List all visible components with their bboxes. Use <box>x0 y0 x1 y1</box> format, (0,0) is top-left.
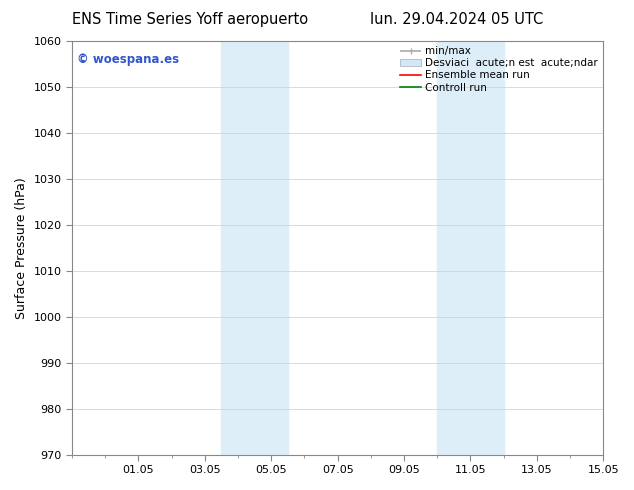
Legend: min/max, Desviaci  acute;n est  acute;ndar, Ensemble mean run, Controll run: min/max, Desviaci acute;n est acute;ndar… <box>400 46 598 93</box>
Bar <box>221 41 288 455</box>
Text: lun. 29.04.2024 05 UTC: lun. 29.04.2024 05 UTC <box>370 12 543 27</box>
Y-axis label: Surface Pressure (hPa): Surface Pressure (hPa) <box>15 177 28 318</box>
Bar <box>437 41 503 455</box>
Text: © woespana.es: © woespana.es <box>77 53 179 67</box>
Text: ENS Time Series Yoff aeropuerto: ENS Time Series Yoff aeropuerto <box>72 12 308 27</box>
